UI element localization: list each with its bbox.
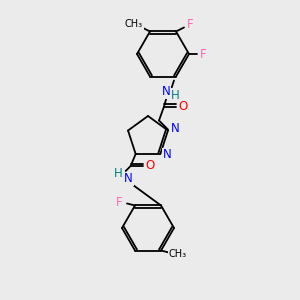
Text: N: N (124, 172, 133, 185)
Text: F: F (116, 196, 122, 209)
Text: O: O (178, 100, 188, 113)
Text: N: N (163, 148, 172, 161)
Text: H: H (171, 89, 179, 102)
Text: N: N (171, 122, 179, 135)
Text: F: F (187, 18, 193, 31)
Text: N: N (162, 85, 170, 98)
Text: H: H (114, 167, 123, 181)
Text: CH₃: CH₃ (125, 20, 143, 29)
Text: CH₃: CH₃ (169, 248, 187, 259)
Text: O: O (145, 160, 154, 172)
Text: F: F (200, 47, 206, 61)
